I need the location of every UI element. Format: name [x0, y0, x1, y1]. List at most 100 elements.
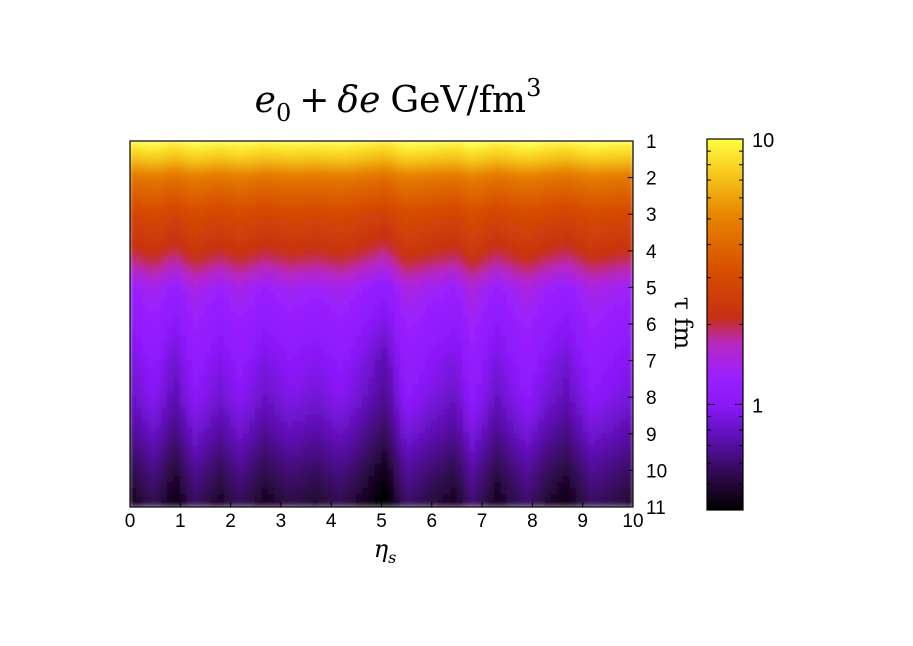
heatmap-cell — [513, 378, 521, 386]
heatmap-cell — [368, 317, 376, 325]
heatmap-cell — [330, 311, 338, 319]
heatmap-cell — [550, 408, 559, 416]
heatmap-cell — [613, 293, 621, 301]
heatmap-cell — [399, 299, 408, 307]
heatmap-cell — [186, 213, 194, 221]
heatmap-cell — [305, 402, 313, 410]
heatmap-cell — [135, 274, 144, 282]
heatmap-cell — [601, 141, 609, 148]
heatmap-cell — [619, 488, 628, 496]
heatmap-cell — [204, 384, 213, 392]
heatmap-cell — [500, 347, 508, 355]
heatmap-cell — [154, 378, 162, 386]
heatmap-cell — [456, 299, 464, 307]
heatmap-cell — [557, 189, 565, 197]
heatmap-cell — [494, 335, 502, 343]
heatmap-cell — [538, 415, 546, 423]
chart-title: e0 + δe GeV/fm3 — [255, 74, 542, 127]
heatmap-cell — [248, 299, 257, 307]
heatmap-cell — [563, 445, 571, 453]
heatmap-cell — [519, 250, 527, 258]
heatmap-cell — [261, 141, 269, 148]
heatmap-cell — [142, 213, 150, 221]
heatmap-cell — [626, 329, 633, 337]
heatmap-cell — [330, 189, 338, 197]
heatmap-cell — [626, 378, 633, 386]
heatmap-cell — [292, 433, 301, 441]
heatmap-cell — [500, 293, 508, 301]
heatmap-cell — [374, 280, 382, 288]
heatmap-cell — [211, 402, 219, 410]
heatmap-cell — [487, 280, 496, 288]
heatmap-cell — [601, 323, 609, 331]
heatmap-cell — [186, 360, 194, 368]
heatmap-cell — [469, 299, 477, 307]
heatmap-cell — [242, 213, 250, 221]
heatmap-cell — [374, 171, 382, 179]
heatmap-cell — [437, 476, 445, 484]
heatmap-cell — [267, 445, 276, 453]
heatmap-cell — [569, 311, 577, 319]
heatmap-cell — [594, 189, 603, 197]
heatmap-cell — [330, 225, 338, 233]
heatmap-cell — [274, 488, 282, 496]
heatmap-cell — [336, 476, 345, 484]
heatmap-cell — [431, 158, 439, 166]
heatmap-cell — [173, 433, 181, 441]
heatmap-cell — [519, 219, 527, 227]
heatmap-cell — [154, 408, 162, 416]
heatmap-cell — [613, 488, 621, 496]
heatmap-cell — [148, 141, 156, 148]
heatmap-cell — [475, 286, 483, 294]
heatmap-cell — [299, 396, 307, 404]
heatmap-cell — [437, 158, 445, 166]
heatmap-cell — [469, 225, 477, 233]
heatmap-cell — [588, 482, 596, 490]
heatmap-cell — [192, 347, 200, 355]
heatmap-cell — [557, 195, 565, 203]
heatmap-cell — [544, 408, 552, 416]
heatmap-cell — [563, 299, 571, 307]
heatmap-cell — [311, 329, 320, 337]
heatmap-cell — [588, 347, 596, 355]
heatmap-cell — [274, 189, 282, 197]
heatmap-cell — [292, 421, 301, 429]
heatmap-cell — [135, 238, 144, 246]
heatmap-cell — [130, 250, 137, 258]
heatmap-cell — [525, 396, 533, 404]
heatmap-cell — [519, 396, 527, 404]
heatmap-cell — [211, 335, 219, 343]
heatmap-cell — [192, 372, 200, 380]
heatmap-cell — [336, 274, 345, 282]
heatmap-cell — [456, 274, 464, 282]
heatmap-cell — [362, 293, 370, 301]
heatmap-cell — [192, 323, 200, 331]
heatmap-cell — [305, 433, 313, 441]
heatmap-cell — [267, 372, 276, 380]
heatmap-cell — [217, 469, 225, 477]
heatmap-cell — [167, 384, 175, 392]
heatmap-cell — [255, 323, 263, 331]
heatmap-cell — [381, 494, 389, 502]
heatmap-cell — [381, 482, 389, 490]
heatmap-cell — [167, 299, 175, 307]
heatmap-cell — [506, 469, 515, 477]
heatmap-cell — [192, 366, 200, 374]
heatmap-cell — [544, 299, 552, 307]
heatmap-cell — [481, 439, 489, 447]
heatmap-cell — [613, 323, 621, 331]
heatmap-cell — [192, 250, 200, 258]
heatmap-cell — [594, 268, 603, 276]
heatmap-cell — [186, 268, 194, 276]
heatmap-cell — [255, 164, 263, 172]
heatmap-cell — [494, 421, 502, 429]
heatmap-cell — [594, 219, 603, 227]
heatmap-cell — [362, 335, 370, 343]
heatmap-cell — [374, 390, 382, 398]
heatmap-cell — [173, 329, 181, 337]
heatmap-cell — [198, 390, 206, 398]
heatmap-cell — [148, 408, 156, 416]
heatmap-cell — [362, 305, 370, 313]
heatmap-cell — [173, 335, 181, 343]
heatmap-cell — [311, 280, 320, 288]
